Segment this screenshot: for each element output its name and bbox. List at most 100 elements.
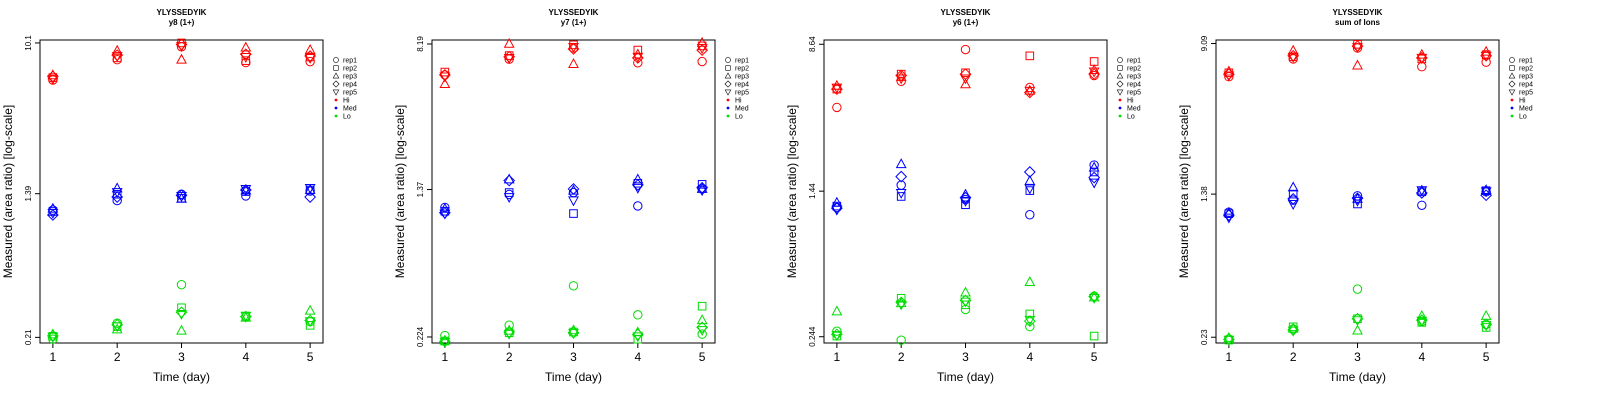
data-point-rep5-med (47, 208, 59, 219)
data-point-rep5-lo (240, 311, 252, 322)
data-point-rep2-med (1353, 199, 1362, 209)
data-point-rep1-med (1025, 210, 1035, 220)
data-point-rep5-med (439, 209, 451, 220)
data-point-rep1-lo (1352, 284, 1363, 294)
data-point-rep5-hi (1416, 53, 1428, 64)
legend-marker-rep5 (1508, 89, 1516, 96)
legend-symbol (725, 65, 731, 71)
legend-marker-rep3 (1116, 72, 1124, 79)
data-point-rep1-lo (1025, 321, 1035, 332)
y-tick-label: 0.23 (1200, 329, 1209, 345)
data-point-rep2-lo (305, 321, 315, 330)
legend-marker-rep1 (725, 57, 731, 63)
chart-subtitle: y6 (1+) (953, 18, 979, 27)
data-point-rep2-med (896, 192, 906, 201)
data-point-rep4-med (959, 191, 972, 204)
data-point-rep5-hi (696, 44, 708, 54)
x-axis-label: Time (day) (153, 370, 210, 384)
legend-marker-rep5 (724, 89, 732, 96)
legend-symbol (1509, 65, 1515, 71)
chart-subtitle: y8 (1+) (169, 18, 195, 27)
data-point-rep3-lo (831, 305, 843, 316)
legend-marker-rep1 (1117, 57, 1123, 63)
x-tick-label: 3 (1354, 350, 1361, 364)
data-point-rep1-hi (697, 56, 707, 67)
legend-marker-lo (1118, 114, 1122, 118)
data-point-rep3-hi (1287, 44, 1299, 55)
legend-label-med: Med (1127, 106, 1141, 113)
data-point-rep3-hi (47, 69, 59, 80)
data-point-rep3-med (960, 188, 971, 199)
data-point-rep5-lo (47, 332, 59, 343)
data-point-rep1-med (633, 201, 643, 211)
data-point-rep1-hi (633, 58, 643, 68)
legend-label-rep3: rep3 (343, 74, 357, 81)
data-point-rep1-lo (568, 281, 579, 291)
data-point-rep3-hi (1352, 59, 1363, 70)
legend-symbol (724, 89, 732, 96)
legend-symbol (332, 72, 340, 79)
legend-symbol (1116, 80, 1124, 88)
data-point-rep5-med (1352, 196, 1363, 207)
legend-label-rep2: rep2 (1519, 66, 1533, 73)
data-point-rep1-hi (305, 56, 315, 67)
data-point-rep4-med (1287, 192, 1300, 205)
chart-title: YLYSSEDYIK (157, 8, 207, 17)
data-point-rep4-med (304, 191, 317, 203)
data-point-rep1-med (568, 187, 579, 198)
data-point-rep4-med (567, 183, 580, 195)
data-point-rep3-lo (1088, 291, 1100, 302)
data-point-rep1-lo (440, 330, 450, 341)
legend-symbol (332, 89, 340, 96)
data-point-rep5-med (1416, 186, 1428, 197)
data-point-rep3-med (895, 158, 907, 169)
data-point-rep5-med (1088, 178, 1100, 189)
data-point-rep5-hi (1088, 67, 1100, 78)
plot-frame (39, 39, 324, 344)
data-point-rep3-hi (176, 53, 187, 64)
data-point-rep5-lo (176, 309, 187, 320)
data-point-rep3-lo (111, 323, 123, 334)
x-axis-label: Time (day) (937, 370, 994, 384)
x-tick-label: 2 (506, 350, 513, 364)
legend-label-rep1: rep1 (1519, 58, 1533, 65)
data-point-rep5-lo (831, 331, 843, 342)
y-tick-label: 0.21 (24, 329, 33, 345)
legend-marker-hi (1118, 98, 1122, 102)
legend-label-lo: Lo (343, 114, 351, 121)
data-point-rep3-lo (176, 324, 187, 335)
chart-title: YLYSSEDYIK (1333, 8, 1383, 17)
data-point-rep3-lo (895, 297, 907, 308)
y-tick-label: 0.244 (808, 326, 817, 347)
data-point-rep2-med (569, 209, 578, 218)
legend-label-lo: Lo (735, 114, 743, 121)
x-tick-label: 2 (1290, 350, 1297, 364)
legend-symbol (1117, 57, 1123, 63)
legend-label-rep5: rep5 (1519, 90, 1533, 97)
data-point-rep5-med (568, 196, 579, 207)
data-point-rep1-med (241, 191, 251, 201)
data-point-rep1-hi (1481, 57, 1491, 67)
data-point-rep5-hi (1024, 86, 1036, 97)
legend-marker-rep4 (724, 80, 732, 88)
legend-label-rep3: rep3 (735, 74, 749, 81)
data-point-rep3-med (1287, 181, 1299, 192)
data-point-rep3-lo (1480, 309, 1492, 320)
data-point-rep3-med (47, 202, 59, 213)
x-tick-label: 4 (242, 350, 249, 364)
x-axis-label: Time (day) (1329, 370, 1386, 384)
data-point-rep3-hi (111, 44, 123, 55)
data-point-rep5-lo (632, 332, 644, 343)
legend-marker-rep5 (1116, 89, 1124, 96)
data-point-rep5-hi (632, 52, 644, 63)
data-point-rep2-med (1481, 186, 1491, 196)
data-point-rep2-lo (1025, 309, 1035, 319)
y-tick-label: 10.1 (24, 35, 33, 51)
data-point-rep4-hi (830, 83, 843, 96)
data-point-rep4-med (1088, 171, 1101, 184)
legend-marker-rep1 (333, 57, 339, 63)
data-point-rep4-hi (1088, 68, 1101, 81)
